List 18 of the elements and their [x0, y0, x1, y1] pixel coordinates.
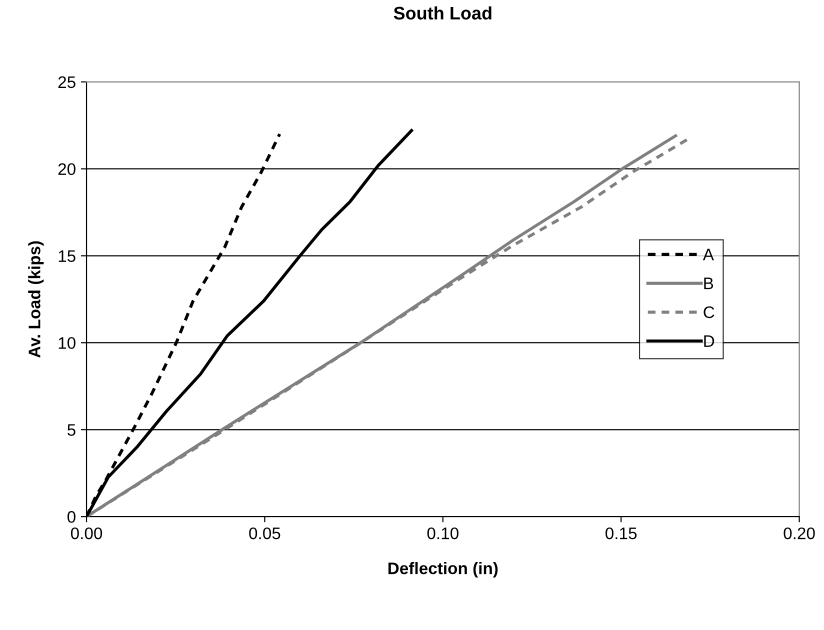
y-tick-label: 10	[58, 337, 76, 349]
legend-label: B	[704, 278, 714, 290]
x-tick-label: 0.15	[606, 527, 637, 540]
x-tick-label: 0.10	[427, 527, 458, 540]
legend-label: D	[704, 335, 714, 347]
legend-label: A	[702, 248, 714, 260]
x-tick-label: 0.05	[249, 527, 280, 540]
y-tick-label: 25	[58, 76, 76, 88]
y-tick-label: 15	[58, 250, 76, 262]
chart-title: South Load	[394, 6, 492, 20]
x-axis-title: Deflection (in)	[388, 562, 498, 578]
y-tick-label: 20	[58, 163, 76, 176]
y-axis-title: Av. Load (kips)	[28, 241, 44, 358]
x-tick-label: 0.20	[784, 527, 815, 540]
x-tick-label: 0.00	[70, 527, 102, 540]
y-tick-label: 0	[67, 511, 76, 523]
y-tick-label: 5	[68, 424, 76, 436]
legend-label: C	[704, 306, 714, 318]
